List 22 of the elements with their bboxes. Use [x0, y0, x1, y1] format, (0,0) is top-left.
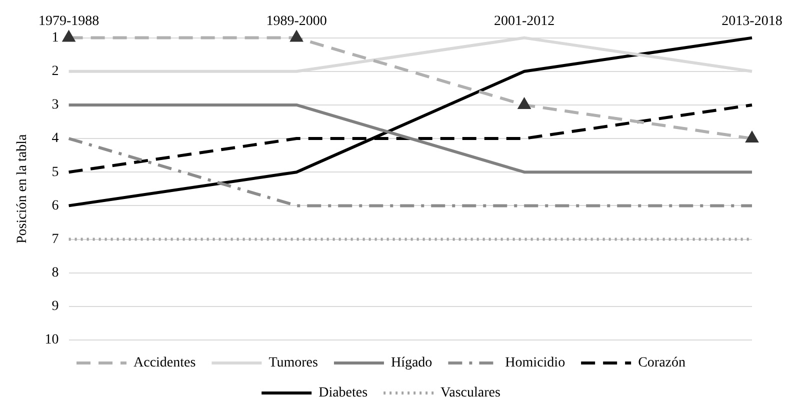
y-tick-label: 3: [52, 98, 59, 113]
legend-label: Vasculares: [440, 386, 500, 401]
x-tick-label: 2001-2012: [494, 14, 555, 30]
y-tick-label: 6: [52, 198, 59, 214]
y-tick-label: 5: [52, 164, 59, 180]
legend-label: Hígado: [390, 356, 432, 371]
y-tick-label: 4: [52, 131, 59, 146]
y-tick-label: 7: [52, 232, 59, 247]
legend-label: Accidentes: [134, 356, 196, 371]
x-tick-label: 1989-2000: [266, 14, 327, 30]
y-tick-label: 9: [52, 299, 59, 314]
y-tick-label: 10: [44, 332, 59, 348]
legend-label: Corazón: [638, 356, 686, 371]
y-tick-label: 2: [52, 64, 59, 80]
legend-label: Tumores: [268, 356, 318, 371]
y-tick-label: 8: [52, 266, 59, 281]
x-tick-label: 2013-2018: [722, 14, 782, 30]
y-axis-title: Posición en la tabla: [15, 133, 30, 244]
legend-label: Homicidio: [505, 356, 566, 371]
legend-label: Diabetes: [318, 386, 368, 401]
y-tick-label: 1: [52, 30, 59, 46]
x-tick-label: 1979-1988: [38, 14, 100, 30]
